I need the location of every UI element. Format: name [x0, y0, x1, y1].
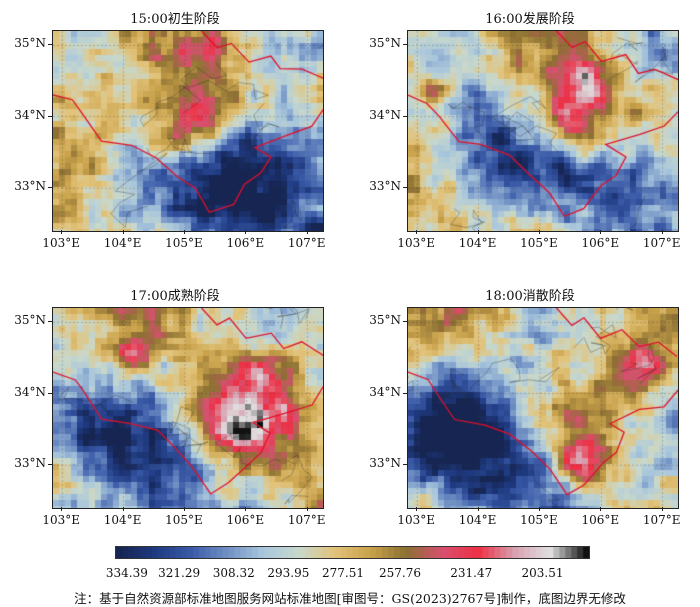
lon-tick: [600, 230, 602, 234]
lon-tick: [61, 507, 63, 511]
longitude-label: 107°E: [642, 236, 681, 250]
latitude-label: 33°N: [369, 179, 401, 194]
latitude-label: 34°N: [369, 107, 401, 122]
lat-tick: [403, 392, 407, 394]
lon-tick: [183, 230, 185, 234]
lon-tick: [183, 507, 185, 511]
lon-tick: [600, 507, 602, 511]
lon-tick: [477, 230, 479, 234]
lat-tick: [403, 321, 407, 323]
latitude-label: 33°N: [14, 179, 46, 194]
brightness-temperature-map: [52, 30, 324, 232]
lat-tick: [48, 44, 52, 46]
latitude-label: 35°N: [14, 36, 46, 51]
lon-tick: [122, 507, 124, 511]
latitude-label: 34°N: [14, 384, 46, 399]
longitude-label: 103°E: [42, 513, 81, 527]
longitude-label: 106°E: [581, 236, 620, 250]
longitude-label: 107°E: [642, 513, 681, 527]
lat-tick: [403, 115, 407, 117]
lat-tick: [403, 44, 407, 46]
lat-tick: [48, 187, 52, 189]
colorbar-tick-label: 203.51: [521, 566, 564, 580]
lat-tick: [48, 464, 52, 466]
panel-title: 18:00消散阶段: [485, 289, 575, 304]
longitude-label: 104°E: [458, 236, 497, 250]
lat-tick: [403, 464, 407, 466]
latitude-label: 35°N: [14, 313, 46, 328]
lon-tick: [477, 507, 479, 511]
longitude-label: 105°E: [165, 513, 203, 527]
colorbar: 334.39 321.29 308.32 293.95 277.51 257.76 231.…: [106, 546, 590, 580]
lon-tick: [538, 507, 540, 511]
longitude-label: 107°E: [287, 236, 326, 250]
lon-tick: [122, 230, 124, 234]
lat-tick: [48, 321, 52, 323]
longitude-label: 105°E: [165, 236, 203, 250]
lon-tick: [61, 230, 63, 234]
longitude-label: 105°E: [520, 236, 558, 250]
lat-tick: [48, 392, 52, 394]
lon-tick: [306, 230, 308, 234]
lon-tick: [306, 507, 308, 511]
latitude-label: 33°N: [369, 456, 401, 471]
latitude-label: 35°N: [369, 313, 401, 328]
panel-title: 17:00成熟阶段: [130, 289, 220, 304]
lon-tick: [245, 230, 247, 234]
lat-tick: [48, 115, 52, 117]
lon-tick: [538, 230, 540, 234]
colorbar-gradient: [115, 546, 590, 559]
brightness-temperature-map: [407, 30, 679, 232]
longitude-label: 105°E: [520, 513, 558, 527]
colorbar-tick-label: 257.76: [379, 566, 421, 580]
lon-tick: [661, 507, 663, 511]
latitude-label: 35°N: [369, 36, 401, 51]
lat-tick: [403, 187, 407, 189]
latitude-label: 34°N: [14, 107, 46, 122]
lon-tick: [416, 507, 418, 511]
panel-title: 15:00初生阶段: [130, 12, 220, 27]
longitude-label: 103°E: [397, 236, 436, 250]
colorbar-tick-label: 231.47: [450, 566, 493, 580]
longitude-label: 106°E: [226, 236, 265, 250]
longitude-label: 103°E: [42, 236, 81, 250]
lon-tick: [416, 230, 418, 234]
colorbar-tick-label: 277.51: [322, 566, 364, 580]
brightness-temperature-map: [52, 307, 324, 509]
longitude-label: 104°E: [103, 513, 142, 527]
colorbar-tick-label: 293.95: [267, 566, 310, 580]
brightness-temperature-map: [407, 307, 679, 509]
longitude-label: 103°E: [397, 513, 436, 527]
colorbar-tick-label: 321.29: [158, 566, 201, 580]
colorbar-tick-label: 308.32: [212, 566, 255, 580]
map-panel-4: 18:00消散阶段 35°N 34°N 33°N 103°E 104°E 105°E 106°…: [355, 277, 700, 552]
longitude-label: 107°E: [287, 513, 326, 527]
longitude-label: 106°E: [226, 513, 265, 527]
map-panel-1: 15:00初生阶段 35°N 34°N 33°N 103°E 104°E 105°E 106°…: [0, 0, 350, 275]
lon-tick: [245, 507, 247, 511]
map-panel-3: 17:00成熟阶段 35°N 34°N 33°N 103°E 104°E 105°E 106°…: [0, 277, 350, 552]
longitude-label: 104°E: [458, 513, 497, 527]
longitude-label: 106°E: [581, 513, 620, 527]
panel-title: 16:00发展阶段: [485, 12, 575, 27]
colorbar-tick-label: 334.39: [105, 566, 148, 580]
latitude-label: 34°N: [369, 384, 401, 399]
lon-tick: [661, 230, 663, 234]
map-source-note: 注：基于自然资源部标准地图服务网站标准地图[审图号：GS(2023)2767号]…: [74, 591, 626, 606]
latitude-label: 33°N: [14, 456, 46, 471]
map-panel-2: 16:00发展阶段 35°N 34°N 33°N 103°E 104°E 105°E 106°…: [355, 0, 700, 275]
longitude-label: 104°E: [103, 236, 142, 250]
